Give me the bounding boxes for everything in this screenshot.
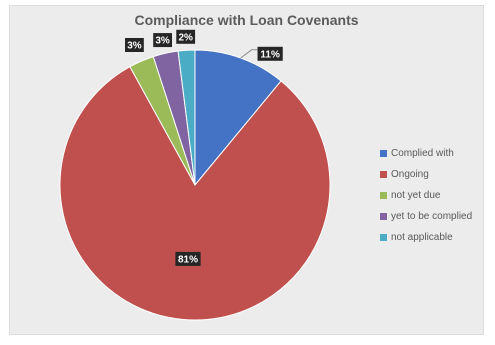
legend-swatch — [380, 234, 387, 241]
legend-swatch — [380, 192, 387, 199]
svg-text:2%: 2% — [178, 32, 193, 43]
svg-text:3%: 3% — [127, 40, 142, 51]
data-label-not-applicable: 2% — [176, 29, 196, 44]
legend-swatch — [380, 150, 387, 157]
legend-item-not-yet-due: not yet due — [380, 185, 472, 206]
pie-slice-not-applicable — [177, 49, 196, 186]
legend-label: yet to be complied — [391, 211, 473, 222]
legend-label: Ongoing — [391, 169, 429, 180]
leader-line — [240, 49, 258, 59]
legend-item-ongoing: Ongoing — [380, 164, 472, 185]
pie-slice-ongoing — [59, 66, 331, 321]
data-label-not-yet-due: 3% — [125, 37, 144, 52]
pie-chart: 11% 81% 3% 3% 2% — [59, 29, 331, 321]
data-label-yet-to-be-complied: 3% — [153, 33, 173, 48]
legend-item-yet-to-be-complied: yet to be complied — [380, 206, 472, 227]
data-label-ongoing: 81% — [175, 251, 201, 266]
chart-area: Compliance with Loan Covenants 11% 81% 3% 3… — [9, 5, 484, 335]
data-label-complied-with: 11% — [257, 46, 283, 61]
legend-item-complied-with: Complied with — [380, 143, 472, 164]
legend-swatch — [380, 171, 387, 178]
svg-text:3%: 3% — [155, 36, 170, 47]
legend: Complied with Ongoing not yet due yet to be… — [380, 143, 472, 248]
legend-label: not applicable — [391, 232, 453, 243]
legend-swatch — [380, 213, 387, 220]
svg-text:81%: 81% — [178, 254, 198, 265]
legend-item-not-applicable: not applicable — [380, 227, 472, 248]
legend-label: not yet due — [391, 190, 441, 201]
chart-title: Compliance with Loan Covenants — [134, 12, 359, 28]
legend-label: Complied with — [391, 148, 454, 159]
svg-text:11%: 11% — [260, 49, 280, 60]
pie-slice-complied-with — [194, 49, 282, 187]
